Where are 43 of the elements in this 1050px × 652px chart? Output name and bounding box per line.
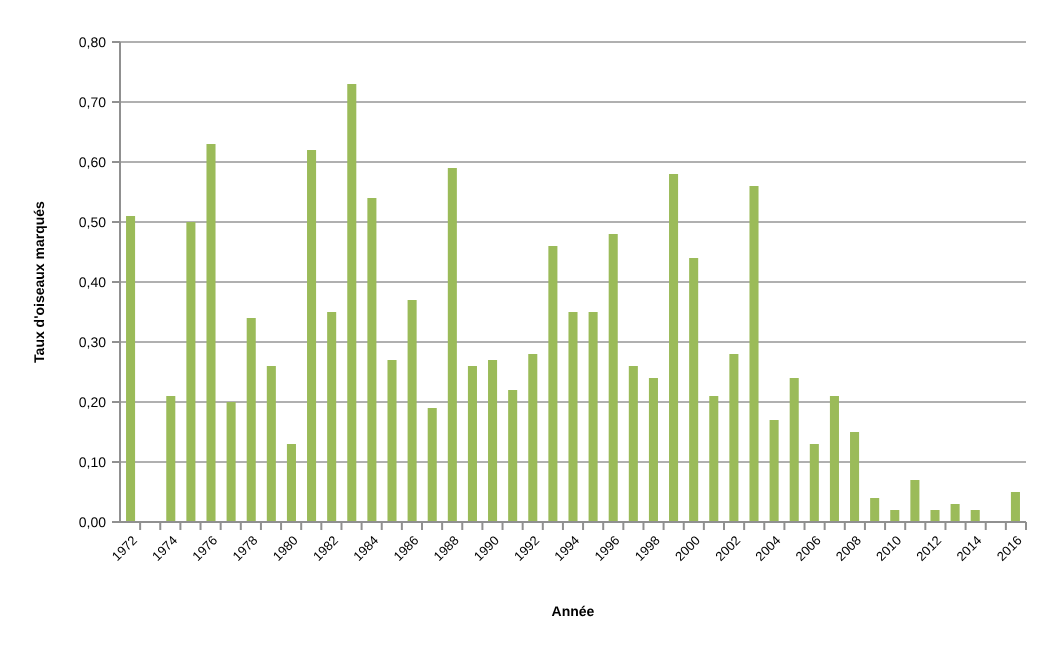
bar [126, 216, 136, 522]
bar [669, 174, 679, 522]
bar [166, 396, 176, 522]
bar [488, 360, 498, 522]
bar [709, 396, 719, 522]
bar [749, 186, 759, 522]
bar [186, 222, 196, 522]
bar [890, 510, 900, 522]
bar [769, 420, 779, 522]
bar [950, 504, 960, 522]
bar [327, 312, 337, 522]
bar [789, 378, 799, 522]
bar [970, 510, 980, 522]
bar [588, 312, 598, 522]
bar [508, 390, 518, 522]
bar [427, 408, 437, 522]
bar [447, 168, 457, 522]
bar [387, 360, 397, 522]
bar [568, 312, 578, 522]
bar [910, 480, 920, 522]
bar [367, 198, 377, 522]
bar [1010, 492, 1020, 522]
bar [809, 444, 819, 522]
bar [246, 318, 256, 522]
bar [206, 144, 216, 522]
bar [286, 444, 296, 522]
bar [689, 258, 699, 522]
bar [347, 84, 357, 522]
bar [226, 402, 236, 522]
bar [850, 432, 860, 522]
bar [930, 510, 940, 522]
bar [829, 396, 839, 522]
bar [528, 354, 538, 522]
bar [729, 354, 739, 522]
bar [266, 366, 276, 522]
bar [870, 498, 880, 522]
bar [467, 366, 477, 522]
bar [307, 150, 317, 522]
bar [548, 246, 558, 522]
bar [628, 366, 638, 522]
bar [407, 300, 417, 522]
bar [608, 234, 618, 522]
bar [648, 378, 658, 522]
